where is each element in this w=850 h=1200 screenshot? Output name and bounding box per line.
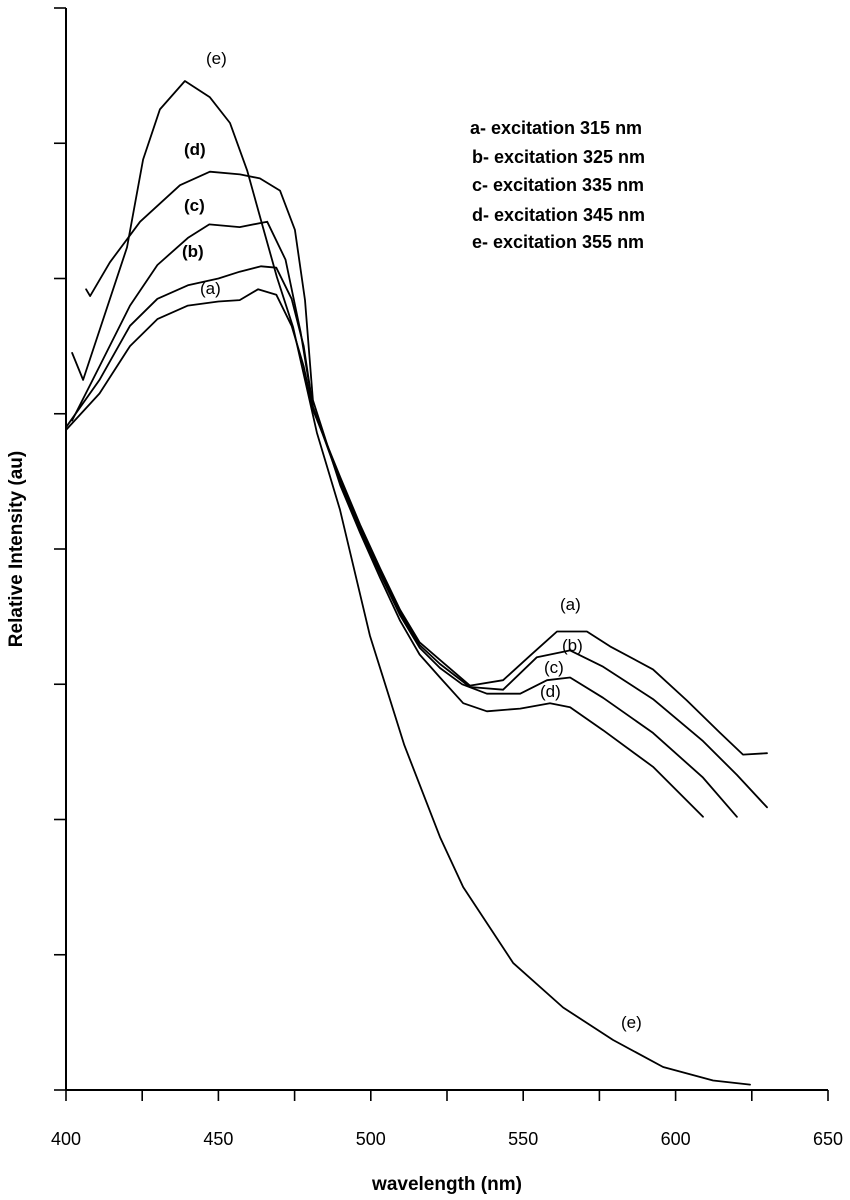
curve-label-d-top: (d) [184,140,206,159]
series-b-line [65,265,768,809]
curve-label-d-right: (d) [540,682,561,701]
legend: a- excitation 315 nm b- excitation 325 n… [470,118,645,252]
curve-label-a-top: (a) [200,279,221,298]
curve-label-b-right: (b) [562,636,583,655]
series-d-line [85,170,704,818]
x-axis-label: wavelength (nm) [371,1174,522,1195]
legend-entry-a: a- excitation 315 nm [470,118,642,138]
curves [65,80,768,1086]
x-tick-label: 400 [51,1129,81,1149]
x-tick-label: 650 [813,1129,843,1149]
x-tick-label: 450 [203,1129,233,1149]
x-tick-label: 500 [356,1129,386,1149]
legend-entry-d: d- excitation 345 nm [472,205,645,225]
curve-label-e-top: (e) [206,49,227,68]
curve-label-e-bottom: (e) [621,1013,642,1032]
y-axis-label: Relative Intensity (au) [6,451,27,647]
curve-label-c-right: (c) [544,658,564,677]
legend-entry-b: b- excitation 325 nm [472,147,645,167]
legend-entry-e: e- excitation 355 nm [472,232,644,252]
x-tick-label: 550 [508,1129,538,1149]
axes: 400 450 500 550 600 650 [51,7,843,1149]
series-e-line [71,80,751,1086]
curve-label-a-right: (a) [560,595,581,614]
x-tick-label: 600 [661,1129,691,1149]
curve-label-c-top: (c) [184,196,205,215]
series-a-line [65,288,768,756]
series-c-line [71,220,738,818]
curve-label-b-top: (b) [182,242,204,261]
legend-entry-c: c- excitation 335 nm [472,175,644,195]
